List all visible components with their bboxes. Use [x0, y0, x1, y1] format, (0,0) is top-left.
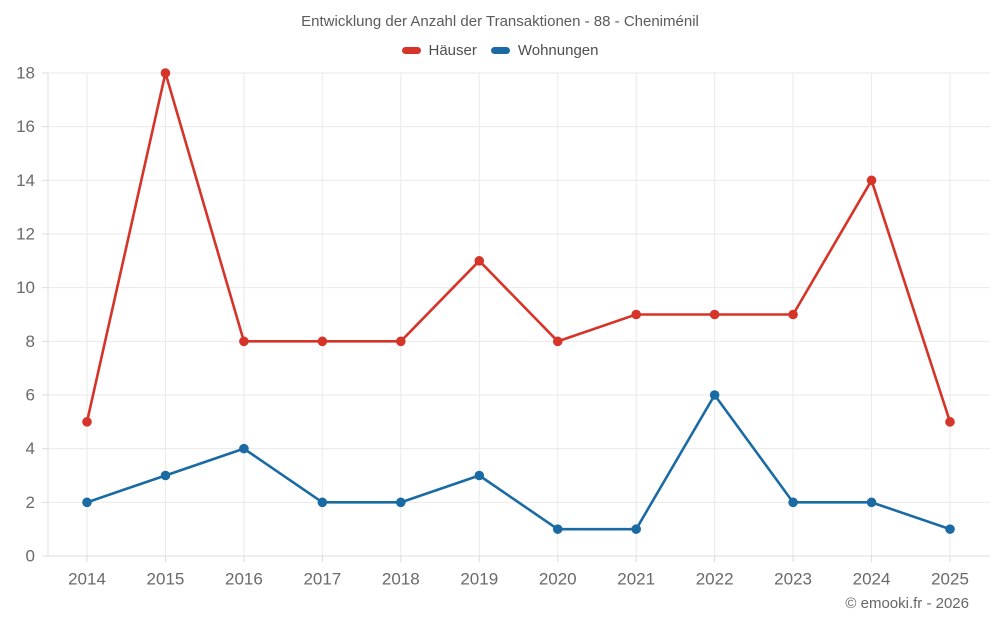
svg-text:2018: 2018: [382, 570, 420, 589]
legend: Häuser Wohnungen: [0, 42, 1000, 59]
svg-text:2020: 2020: [539, 570, 577, 589]
svg-text:6: 6: [26, 386, 35, 405]
wohnungen-series-swatch-icon: [490, 47, 510, 54]
svg-text:2024: 2024: [853, 570, 891, 589]
attribution: © emooki.fr - 2026: [845, 595, 969, 612]
svg-text:2: 2: [26, 493, 35, 512]
legend-label-haeuser: Häuser: [428, 42, 477, 59]
svg-text:2019: 2019: [460, 570, 498, 589]
legend-item-haeuser[interactable]: Häuser: [401, 42, 477, 59]
svg-text:2025: 2025: [931, 570, 969, 589]
svg-text:18: 18: [16, 64, 35, 83]
svg-text:2021: 2021: [617, 570, 655, 589]
svg-text:10: 10: [16, 278, 35, 297]
svg-text:4: 4: [26, 439, 35, 458]
legend-label-wohnungen: Wohnungen: [517, 42, 599, 59]
chart-title: Entwicklung der Anzahl der Transaktionen…: [301, 13, 699, 30]
svg-text:16: 16: [16, 117, 35, 136]
svg-text:2023: 2023: [774, 570, 812, 589]
svg-text:2017: 2017: [303, 570, 341, 589]
svg-text:8: 8: [26, 332, 35, 351]
svg-text:2016: 2016: [225, 570, 263, 589]
svg-text:2022: 2022: [696, 570, 734, 589]
svg-text:14: 14: [16, 171, 35, 190]
svg-text:12: 12: [16, 225, 35, 244]
svg-text:0: 0: [26, 547, 35, 566]
legend-item-wohnungen[interactable]: Wohnungen: [490, 42, 599, 59]
haeuser-series-swatch-icon: [401, 47, 421, 54]
svg-text:2015: 2015: [147, 570, 185, 589]
svg-text:2014: 2014: [68, 570, 106, 589]
